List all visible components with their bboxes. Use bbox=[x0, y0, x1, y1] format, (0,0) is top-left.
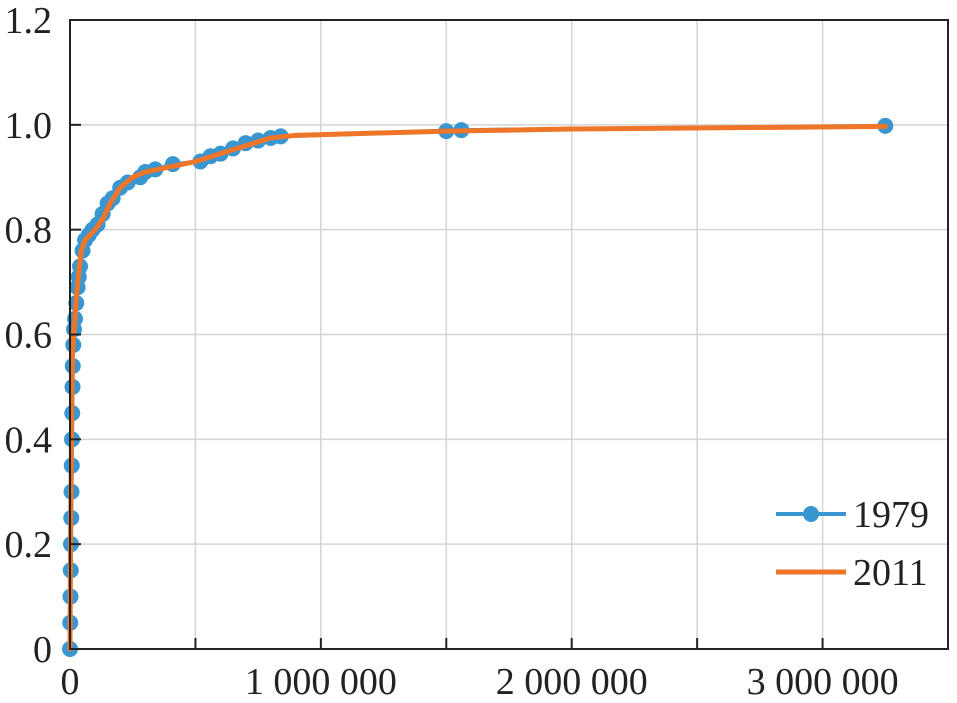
data-point-2011 bbox=[73, 295, 79, 301]
y-tick-label: 0.6 bbox=[5, 315, 53, 357]
x-axis-tick-labels: 0 1 000 000 2 000 000 3 000 000 bbox=[61, 661, 899, 703]
data-point-2011 bbox=[293, 132, 299, 138]
x-tick-label: 1 000 000 bbox=[245, 661, 397, 703]
data-point-2011 bbox=[76, 269, 82, 275]
data-point-2011 bbox=[82, 237, 88, 243]
x-tick-label: 0 bbox=[61, 661, 80, 703]
data-point-2011 bbox=[142, 169, 148, 175]
data-point-2011 bbox=[117, 185, 123, 191]
series-layer bbox=[62, 117, 894, 657]
data-point-2011 bbox=[569, 126, 575, 132]
grid-lines bbox=[70, 20, 948, 649]
legend-swatch-marker bbox=[808, 569, 814, 575]
data-point-2011 bbox=[130, 174, 136, 180]
data-point-2011 bbox=[72, 316, 78, 322]
data-point-2011 bbox=[218, 151, 224, 157]
series-line-2011 bbox=[67, 123, 888, 652]
legend-item-1979: 1979 bbox=[776, 494, 929, 536]
y-axis-tick-labels: 0 0.2 0.4 0.6 0.8 1.0 1.2 bbox=[5, 0, 53, 671]
data-point-2011 bbox=[882, 123, 888, 129]
y-tick-label: 1.2 bbox=[5, 0, 53, 42]
y-tick-label: 0.8 bbox=[5, 210, 53, 252]
data-point-2011 bbox=[107, 200, 113, 206]
data-point-2011 bbox=[167, 164, 173, 170]
axis-ticks bbox=[70, 123, 949, 649]
data-point-2011 bbox=[100, 216, 106, 222]
legend-swatch-marker bbox=[803, 506, 819, 522]
data-point-2011 bbox=[192, 159, 198, 165]
data-point-2011 bbox=[243, 143, 249, 149]
y-tick-label: 0 bbox=[33, 629, 52, 671]
y-tick-label: 0.2 bbox=[5, 524, 53, 566]
data-point-2011 bbox=[78, 248, 84, 254]
x-tick-label: 2 000 000 bbox=[496, 661, 648, 703]
data-point-2011 bbox=[92, 227, 98, 233]
data-point-2011 bbox=[443, 128, 449, 134]
legend-item-2011: 2011 bbox=[776, 552, 928, 594]
data-point-2011 bbox=[268, 135, 274, 141]
data-point-2011 bbox=[87, 232, 93, 238]
data-point-2011 bbox=[70, 352, 76, 358]
y-tick-label: 1.0 bbox=[5, 105, 53, 147]
series-1979 bbox=[62, 117, 894, 657]
legend: 1979 2011 bbox=[776, 494, 929, 594]
legend-label: 2011 bbox=[853, 552, 928, 594]
x-tick-label: 3 000 000 bbox=[747, 661, 899, 703]
y-tick-label: 0.4 bbox=[5, 419, 53, 461]
series-line-1979 bbox=[68, 123, 888, 651]
series-2011 bbox=[67, 123, 888, 652]
legend-label: 1979 bbox=[853, 494, 929, 536]
